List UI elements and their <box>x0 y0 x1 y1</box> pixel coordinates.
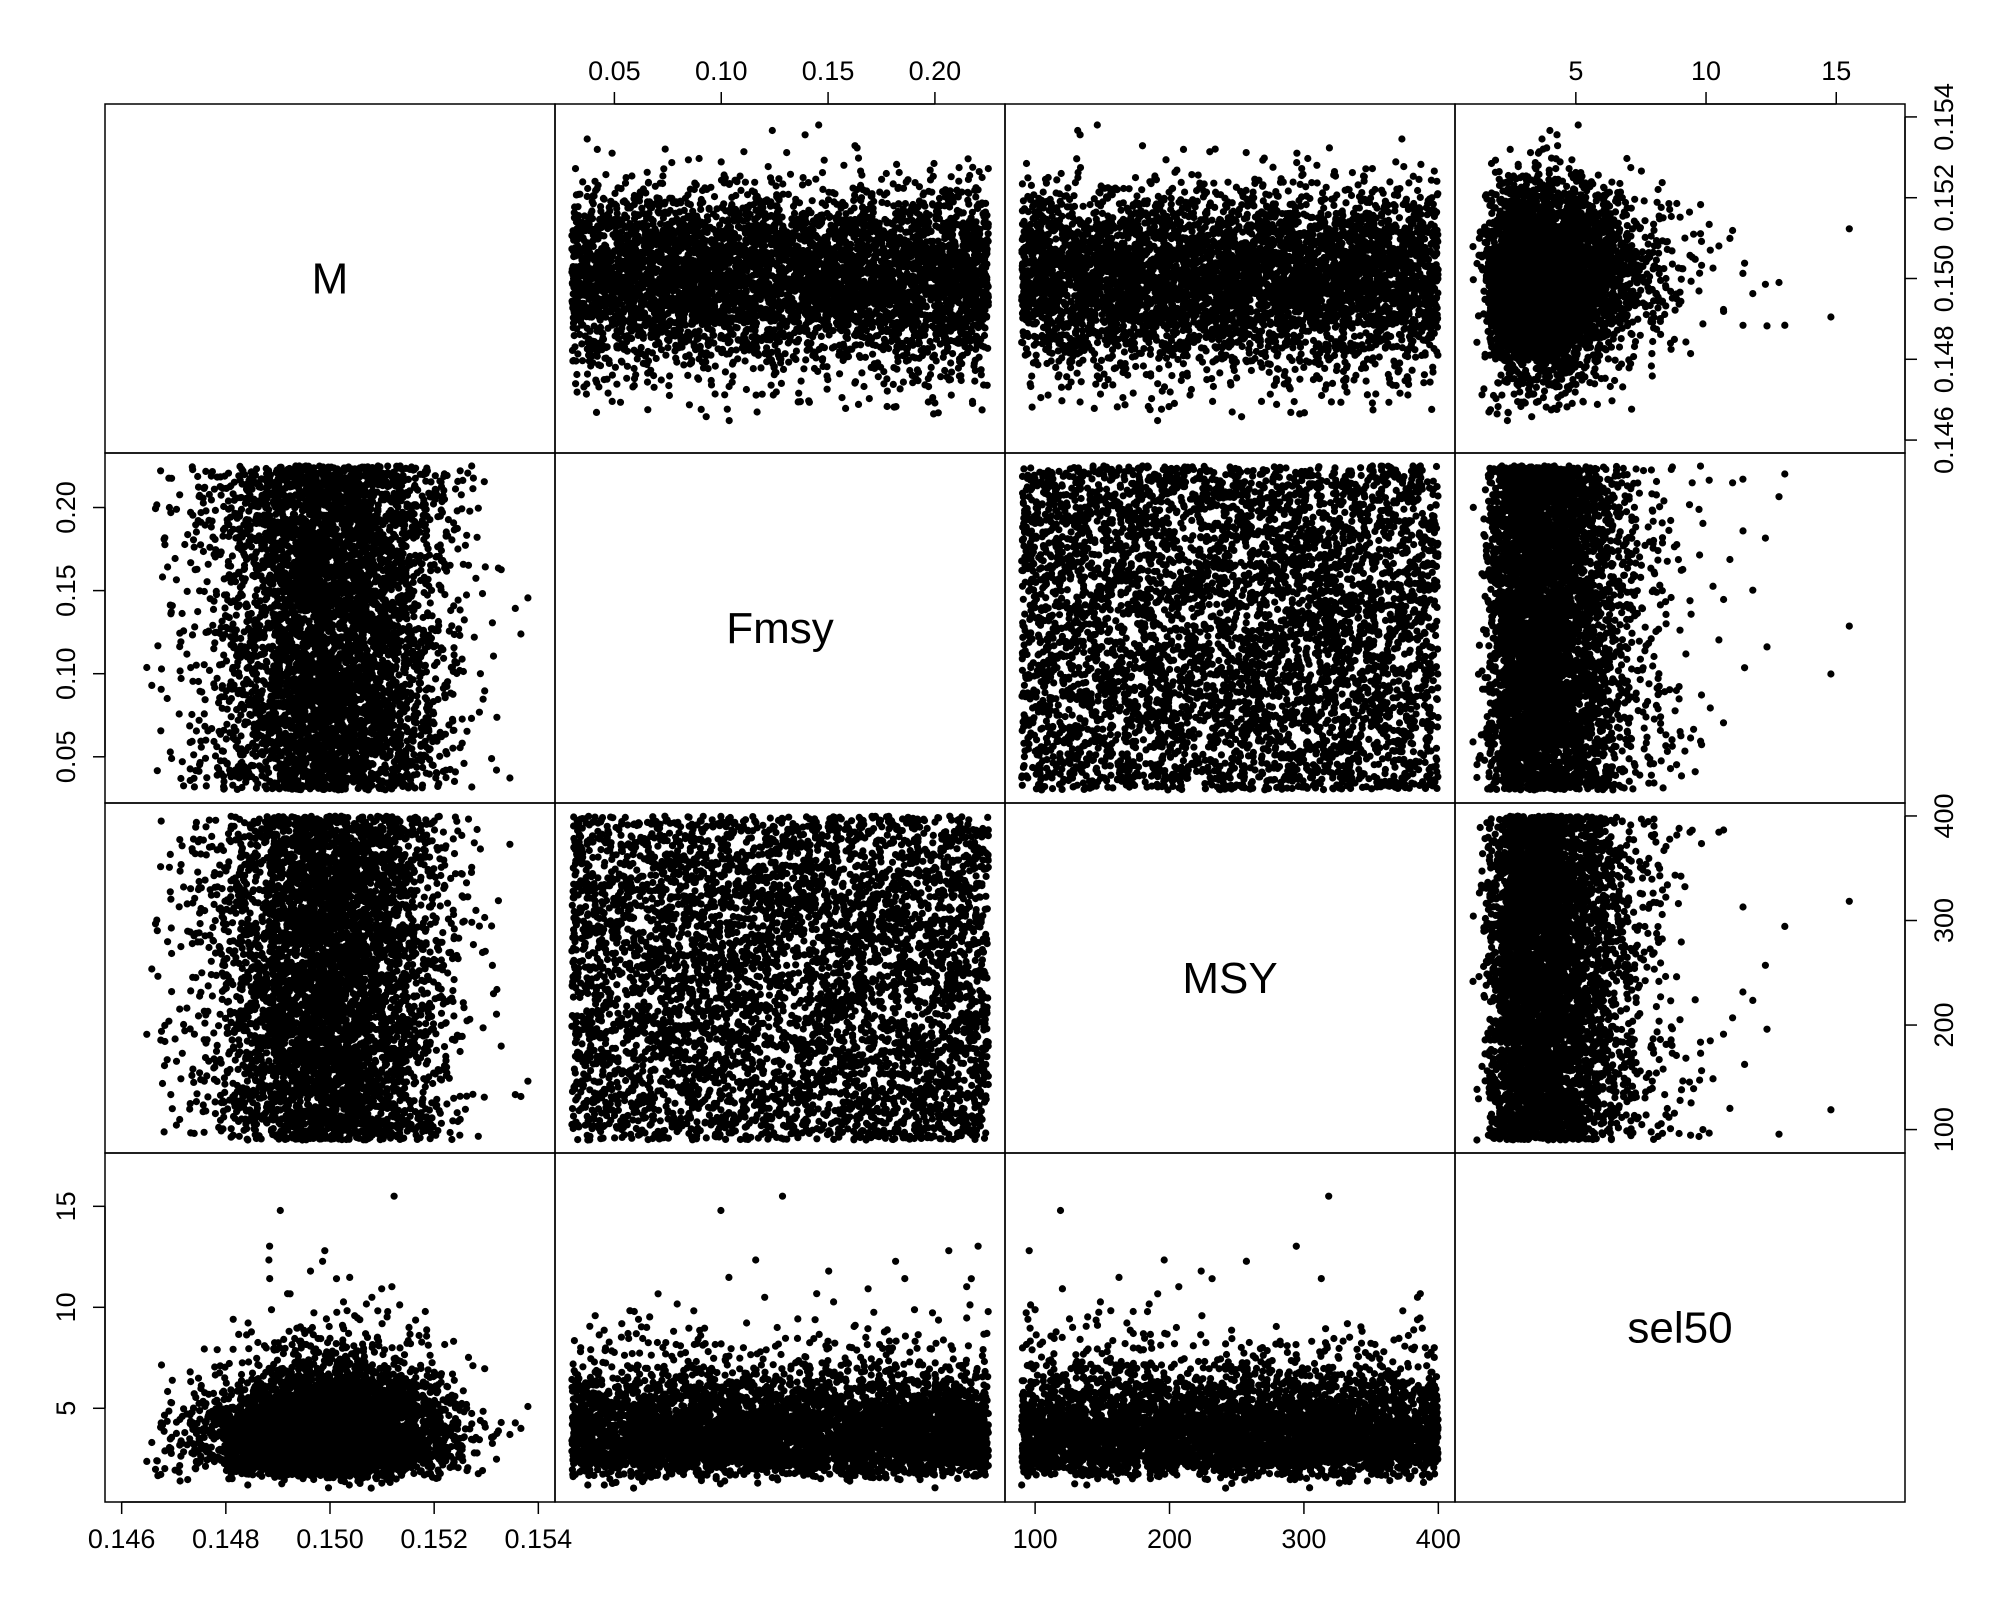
tick-label-x-sel50: 10 <box>1691 56 1721 86</box>
tick-label-x-MSY: 100 <box>1013 1524 1058 1554</box>
tick-label-x-M: 0.150 <box>296 1524 364 1554</box>
panel-frames <box>104 103 1906 1503</box>
scatter-points-sel50-vs-Fmsy <box>568 1192 992 1492</box>
scatter-points-M-vs-Fmsy <box>568 121 992 425</box>
scatter-points-MSY-vs-Fmsy <box>568 812 992 1144</box>
tick-label-y-Fmsy: 0.10 <box>51 647 81 700</box>
tick-label-x-Fmsy: 0.15 <box>802 56 855 86</box>
tick-label-x-M: 0.148 <box>192 1524 260 1554</box>
variable-label-sel50: sel50 <box>1627 1304 1732 1353</box>
tick-label-y-Fmsy: 0.05 <box>51 731 81 784</box>
scatter-points-Fmsy-vs-MSY <box>1018 462 1442 794</box>
tick-label-x-Fmsy: 0.20 <box>909 56 962 86</box>
tick-label-y-Fmsy: 0.15 <box>51 564 81 617</box>
tick-label-x-Fmsy: 0.10 <box>695 56 748 86</box>
tick-label-y-M: 0.152 <box>1929 164 1959 232</box>
variable-label-MSY: MSY <box>1182 954 1277 1003</box>
tick-label-x-MSY: 300 <box>1281 1524 1326 1554</box>
tick-label-y-sel50: 15 <box>51 1191 81 1221</box>
tick-label-x-Fmsy: 0.05 <box>588 56 641 86</box>
tick-label-y-M: 0.148 <box>1929 325 1959 393</box>
tick-label-y-MSY: 300 <box>1929 898 1959 943</box>
tick-label-x-M: 0.146 <box>88 1524 156 1554</box>
panel-frame-r4-c4 <box>1454 1152 1906 1503</box>
tick-label-x-M: 0.152 <box>400 1524 468 1554</box>
scatter-points-MSY-vs-M <box>143 812 532 1144</box>
variable-labels: M Fmsy MSY sel50 <box>312 255 1733 1353</box>
axes-layer: 0.146 0.148 0.150 0.152 0.1540.1460.1480.150… <box>51 56 1959 1554</box>
scatter-points-M-vs-sel50 <box>1469 121 1853 425</box>
tick-label-y-M: 0.154 <box>1929 83 1959 151</box>
tick-label-x-MSY: 400 <box>1416 1524 1461 1554</box>
tick-label-y-M: 0.150 <box>1929 245 1959 313</box>
tick-label-y-MSY: 400 <box>1929 793 1959 838</box>
tick-label-y-MSY: 200 <box>1929 1003 1959 1048</box>
scatter-points-sel50-vs-M <box>143 1192 532 1492</box>
tick-label-y-MSY: 100 <box>1929 1107 1959 1152</box>
tick-label-y-sel50: 10 <box>51 1292 81 1322</box>
tick-label-x-MSY: 200 <box>1147 1524 1192 1554</box>
tick-label-y-sel50: 5 <box>51 1401 81 1416</box>
tick-label-x-M: 0.154 <box>505 1524 573 1554</box>
variable-label-Fmsy: Fmsy <box>726 604 834 653</box>
tick-label-y-M: 0.146 <box>1929 406 1959 474</box>
tick-label-x-sel50: 15 <box>1821 56 1851 86</box>
scatter-points-Fmsy-vs-M <box>143 462 532 794</box>
scatter-points-MSY-vs-sel50 <box>1469 812 1853 1144</box>
tick-label-x-sel50: 5 <box>1568 56 1583 86</box>
scatter-points-sel50-vs-MSY <box>1018 1192 1442 1492</box>
tick-label-y-Fmsy: 0.20 <box>51 481 81 534</box>
points-layer <box>143 121 1853 1492</box>
scatter-points-Fmsy-vs-sel50 <box>1469 462 1853 794</box>
scatter-points-M-vs-MSY <box>1018 121 1442 425</box>
variable-label-M: M <box>312 255 349 304</box>
